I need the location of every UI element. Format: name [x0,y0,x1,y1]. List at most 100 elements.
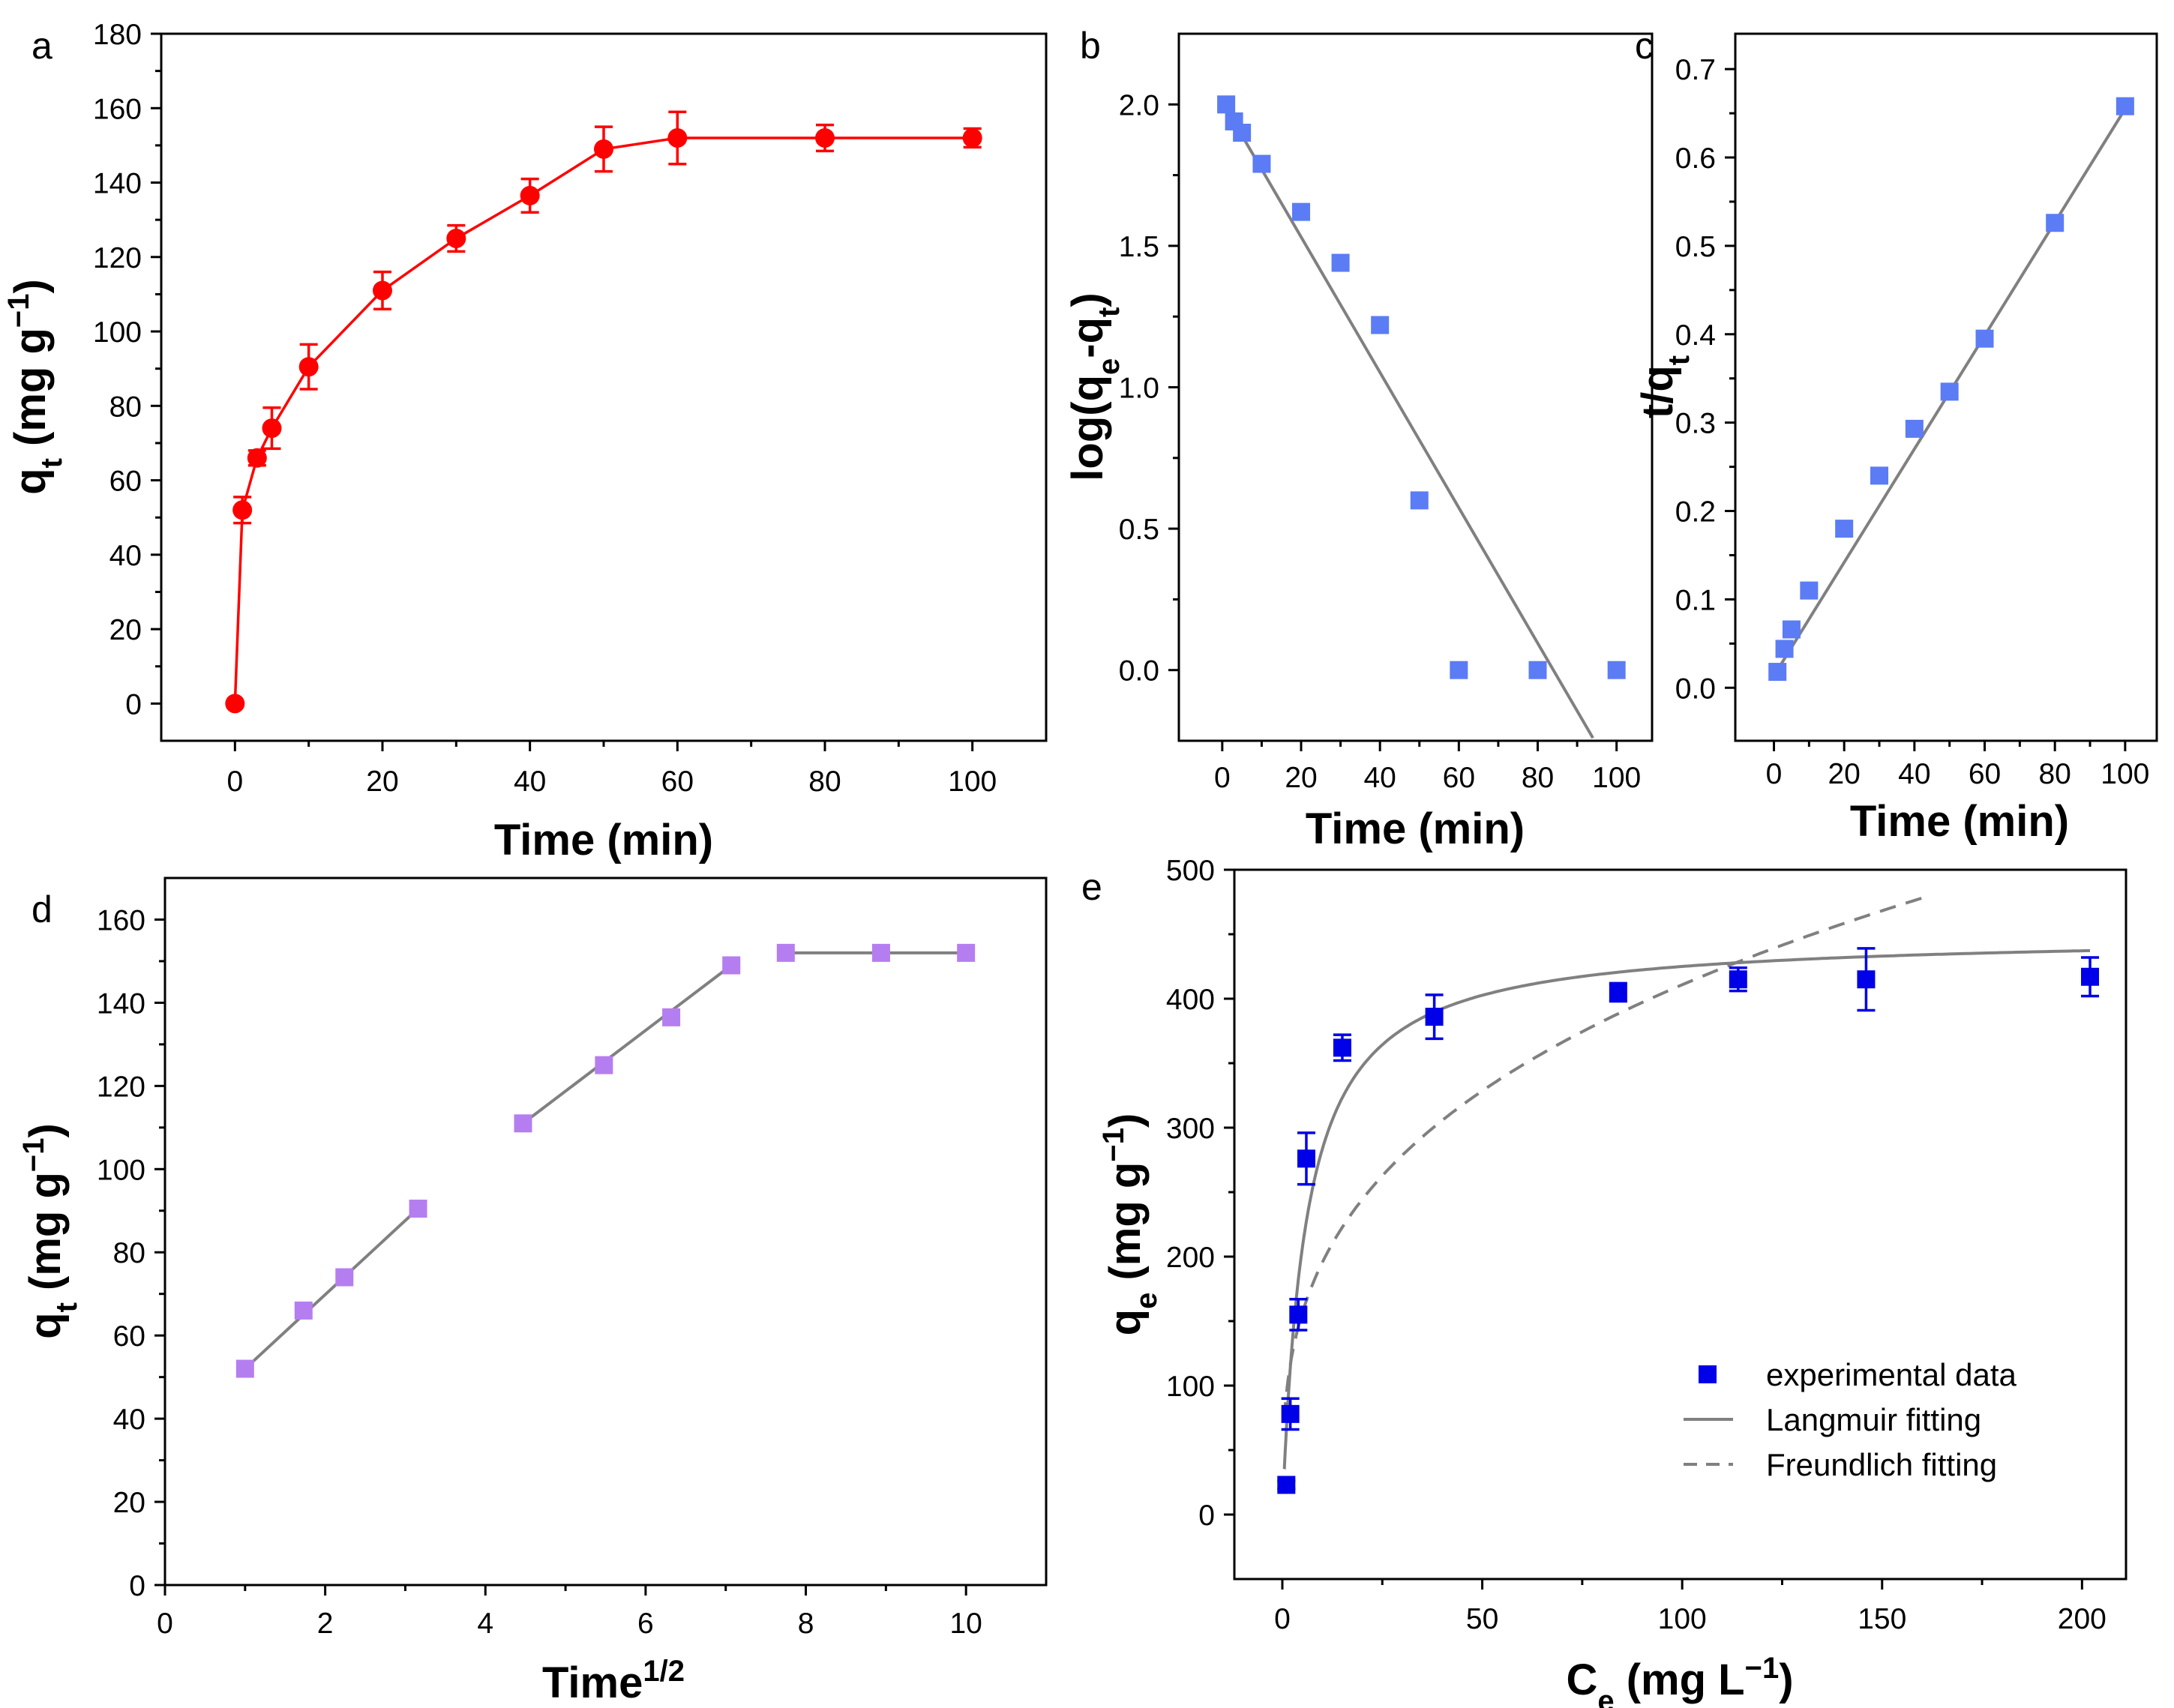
label-sup: −1 [17,1137,50,1172]
y-tick-label: 0 [125,688,142,721]
fit-lines [1221,100,1594,739]
x-tick-label: 60 [1443,762,1475,794]
x-tick-label: 0 [226,766,243,798]
fit-line [1221,100,1594,739]
y-tick-label: 140 [93,168,142,200]
x-tick-label: 0 [1766,758,1783,790]
series-data [1768,97,2134,682]
data-point [2116,97,2134,115]
x-axis-label: Time1/2 [542,1655,685,1707]
legend: experimental data Langmuir fitting Freundl… [1684,1357,2017,1482]
label-sub: t [1663,355,1696,365]
label-part: log(q [1063,375,1112,481]
label-sup: 1/2 [643,1655,685,1688]
label-sub: e [1597,1685,1614,1708]
x-tick-label: 8 [798,1608,814,1640]
fit-lines [244,951,967,1371]
data-point [247,448,267,468]
y-tick-label: 0 [129,1570,145,1602]
x-tick-label: 80 [808,766,841,798]
label-sub: e [1093,358,1126,375]
y-tick-label: 120 [97,1071,145,1103]
label-part: (mg g [6,328,55,458]
y-tick-label: 160 [97,904,145,936]
y-tick-label: 100 [97,1154,145,1186]
data-point [1782,620,1801,639]
data-point [1775,640,1794,658]
label-part: ) [1101,1113,1150,1128]
y-tick-label: 0.6 [1675,142,1716,175]
data-point [667,127,688,148]
y-tick-label: 100 [93,316,142,349]
data-point [1870,466,1889,485]
data-point [962,127,982,148]
data-point [235,1359,254,1378]
x-axis-label: Time (min) [1850,797,2069,846]
label-part: ) [1779,1656,1793,1704]
x-axis-label: Time (min) [494,816,713,864]
label-sub: e [1130,1293,1163,1309]
data-point [1975,329,1994,348]
panel-label: c [1635,25,1654,67]
freundlich-curve [1282,896,1923,1419]
y-tick-label: 40 [109,540,142,572]
fit-segment [244,1207,419,1371]
fit-lines [1282,896,2091,1470]
data-point [232,500,253,520]
label-part: q [1101,1309,1150,1335]
data-point [1292,202,1311,221]
y-tick-label: 40 [113,1404,145,1436]
data-point [1277,1476,1296,1494]
y-axis-label: qt (mg g−1) [2,279,68,495]
y-tick-label: 0.7 [1675,54,1716,86]
fit-segment [522,963,733,1125]
data-point [1252,154,1271,173]
label-part: C [1566,1656,1597,1704]
x-axis-label: Ce (mg L−1) [1566,1652,1793,1708]
data-point [815,127,835,148]
y-tick-label: 0 [1198,1500,1215,1532]
series-line [233,136,973,704]
data-point [594,139,613,159]
panel-label: d [31,888,52,930]
x-tick-label: 80 [2038,758,2071,790]
data-point [2046,214,2065,232]
plot-frame [163,876,1048,1587]
data-point [2081,967,2100,986]
x-tick-label: 20 [366,766,398,798]
y-tick-label: 60 [109,466,142,498]
x-tick-label: 100 [1658,1603,1707,1635]
x-tick-label: 200 [2058,1603,2107,1635]
y-tick-label: 2.0 [1119,89,1159,121]
data-point [1217,95,1236,114]
x-tick-label: 40 [1363,762,1396,794]
label-sup: −1 [2,293,35,328]
y-tick-label: 0.0 [1119,655,1159,688]
label-part: ) [6,279,55,293]
data-point [1333,1038,1351,1057]
x-tick-label: 6 [637,1608,654,1640]
series-qt [225,110,982,714]
data-point [776,943,795,962]
data-point [1607,661,1626,679]
data-point [1233,124,1252,142]
x-tick-label: 0 [157,1608,173,1640]
label-sub: t [50,1302,83,1312]
y-tick-label: 0.3 [1675,408,1716,440]
data-point [373,280,392,301]
x-tick-label: 100 [2101,758,2149,790]
x-tick-label: 100 [1592,762,1641,794]
x-tick-label: 20 [1285,762,1317,794]
data-point [1800,581,1819,600]
label-part: (mg g [1101,1162,1150,1293]
y-tick-label: 100 [1166,1371,1215,1403]
panel-label: b [1080,25,1101,67]
data-point [1528,661,1547,679]
y-tick-label: 1.5 [1119,231,1159,263]
data-point [1857,970,1876,989]
data-point [520,185,540,205]
data-point [1297,1149,1315,1168]
